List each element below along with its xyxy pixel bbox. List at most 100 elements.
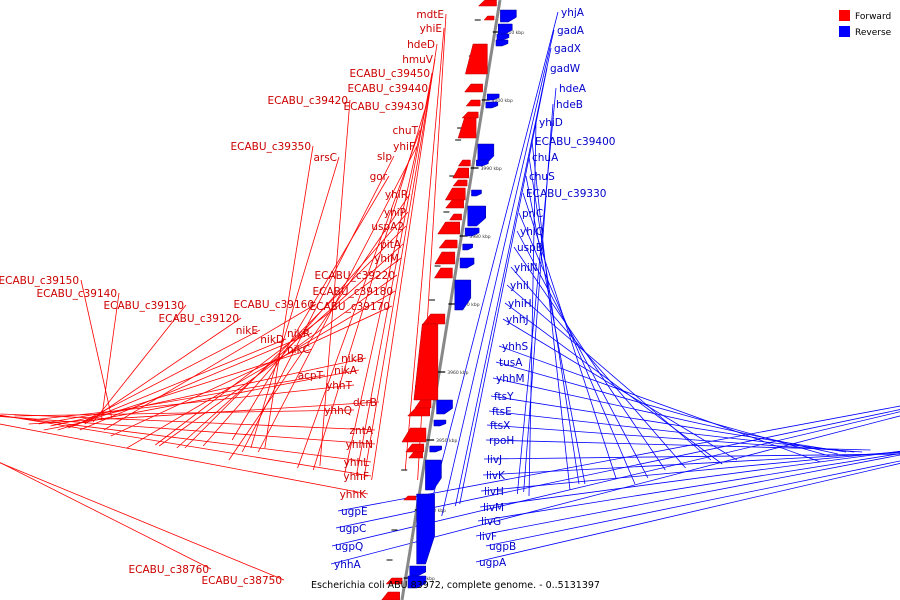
forward-gene-label-ecabu-c39430[interactable]: ECABU_c39430 xyxy=(344,101,424,113)
reverse-feature[interactable] xyxy=(462,243,473,251)
legend-forward-swatch[interactable] xyxy=(839,10,850,21)
forward-feature[interactable] xyxy=(405,443,425,453)
forward-gene-label-znta[interactable]: zntA xyxy=(350,425,374,437)
forward-gene-label-yhhf[interactable]: yhhF xyxy=(343,471,369,483)
forward-gene-label-yhhl[interactable]: yhhL xyxy=(344,457,370,469)
forward-feature[interactable] xyxy=(461,111,479,119)
forward-feature[interactable] xyxy=(465,43,488,75)
reverse-gene-label-chus[interactable]: chuS xyxy=(529,171,555,183)
reverse-gene-label-tusa[interactable]: tusA xyxy=(499,357,523,369)
reverse-gene-label-ecabu-c39330[interactable]: ECABU_c39330 xyxy=(526,188,606,200)
forward-gene-label-chut[interactable]: chuT xyxy=(393,125,419,137)
reverse-feature[interactable] xyxy=(416,493,435,565)
reverse-gene-label-ugpa[interactable]: ugpA xyxy=(479,557,507,569)
reverse-gene-label-yhii[interactable]: yhiI xyxy=(510,280,529,292)
reverse-feature[interactable] xyxy=(495,39,509,47)
forward-gene-label-ecabu-c39150[interactable]: ECABU_c39150 xyxy=(0,275,79,287)
reverse-gene-label-ecabu-c39400[interactable]: ECABU_c39400 xyxy=(535,136,615,148)
forward-gene-label-ecabu-c39130[interactable]: ECABU_c39130 xyxy=(104,300,184,312)
reverse-feature[interactable] xyxy=(467,205,486,227)
reverse-gene-label-hdea[interactable]: hdeA xyxy=(559,83,587,95)
reverse-gene-label-yhhj[interactable]: yhhJ xyxy=(506,314,529,326)
forward-gene-label-nikb[interactable]: nikB xyxy=(341,353,364,365)
reverse-gene-label-livm[interactable]: livM xyxy=(483,502,504,514)
reverse-gene-label-livg[interactable]: livG xyxy=(481,516,501,528)
reverse-gene-label-uspb[interactable]: uspB xyxy=(517,242,543,254)
forward-feature[interactable] xyxy=(445,199,464,209)
reverse-gene-label-yhih[interactable]: yhiH xyxy=(508,298,532,310)
forward-gene-label-yhim[interactable]: yhiM xyxy=(374,253,399,265)
reverse-feature[interactable] xyxy=(436,399,453,415)
forward-gene-label-ecabu-c39120[interactable]: ECABU_c39120 xyxy=(159,313,239,325)
forward-gene-label-hmuv[interactable]: hmuV xyxy=(402,54,434,66)
forward-gene-label-ecabu-c39180[interactable]: ECABU_c39180 xyxy=(313,286,393,298)
reverse-feature[interactable] xyxy=(498,23,513,35)
reverse-gene-label-yhha[interactable]: yhhA xyxy=(334,559,362,571)
reverse-feature[interactable] xyxy=(464,227,480,237)
forward-gene-label-gor[interactable]: gor xyxy=(370,171,388,183)
forward-feature[interactable] xyxy=(438,239,458,249)
reverse-gene-label-ftsx[interactable]: ftsX xyxy=(490,420,510,432)
reverse-gene-label-yhhs[interactable]: yhhS xyxy=(502,341,529,353)
forward-gene-label-yhir[interactable]: yhiR xyxy=(385,189,408,201)
forward-gene-label-ecabu-c39450[interactable]: ECABU_c39450 xyxy=(350,68,430,80)
forward-gene-label-nikd[interactable]: nikD xyxy=(260,334,284,346)
reverse-gene-label-gadx[interactable]: gadX xyxy=(554,43,581,55)
reverse-feature[interactable] xyxy=(471,189,482,197)
forward-feature[interactable] xyxy=(477,0,497,7)
reverse-gene-label-ftse[interactable]: ftsE xyxy=(492,406,512,418)
reverse-feature[interactable] xyxy=(500,9,517,23)
forward-feature[interactable] xyxy=(452,167,469,179)
reverse-gene-label-yhhm[interactable]: yhhM xyxy=(496,373,525,385)
reverse-feature[interactable] xyxy=(425,459,442,491)
forward-feature[interactable] xyxy=(464,83,483,93)
reverse-gene-label-gada[interactable]: gadA xyxy=(557,25,585,37)
forward-feature[interactable] xyxy=(449,213,462,221)
forward-feature[interactable] xyxy=(413,323,439,401)
forward-gene-label-arsc[interactable]: arsC xyxy=(313,152,337,164)
reverse-feature[interactable] xyxy=(433,419,447,427)
forward-gene-label-ecabu-c39160[interactable]: ECABU_c39160 xyxy=(234,299,314,311)
forward-gene-label-dcrb[interactable]: dcrB xyxy=(353,397,377,409)
forward-gene-label-yhhn[interactable]: yhhN xyxy=(346,439,373,451)
forward-gene-label-uspa2[interactable]: uspA2 xyxy=(371,221,404,233)
reverse-gene-label-rpoh[interactable]: rpoH xyxy=(489,435,514,447)
forward-gene-label-ecabu-c39170[interactable]: ECABU_c39170 xyxy=(310,301,390,313)
reverse-feature[interactable] xyxy=(407,575,427,589)
reverse-gene-label-yhid[interactable]: yhiD xyxy=(539,117,563,129)
forward-gene-label-yhif[interactable]: yhiF xyxy=(393,141,415,153)
forward-gene-label-nikr[interactable]: nikR xyxy=(287,328,310,340)
forward-gene-label-hded[interactable]: hdeD xyxy=(407,39,435,51)
forward-feature[interactable] xyxy=(465,99,481,107)
reverse-feature[interactable] xyxy=(476,159,489,167)
forward-gene-label-ecabu-c38760[interactable]: ECABU_c38760 xyxy=(129,564,209,576)
forward-gene-label-yhie[interactable]: yhiE xyxy=(420,23,442,35)
forward-feature[interactable] xyxy=(437,221,461,235)
forward-feature[interactable] xyxy=(408,451,423,459)
reverse-feature[interactable] xyxy=(485,101,499,109)
forward-feature[interactable] xyxy=(483,15,495,21)
forward-gene-label-ecabu-c39350[interactable]: ECABU_c39350 xyxy=(231,141,311,153)
reverse-feature[interactable] xyxy=(486,93,500,101)
reverse-gene-label-ftsy[interactable]: ftsY xyxy=(494,391,514,403)
reverse-gene-label-prlc[interactable]: prlC xyxy=(522,208,543,220)
reverse-gene-label-chua[interactable]: chuA xyxy=(532,152,559,164)
forward-gene-label-ecabu-c39220[interactable]: ECABU_c39220 xyxy=(315,270,395,282)
reverse-feature[interactable] xyxy=(459,257,475,269)
forward-gene-label-yhht[interactable]: yhhT xyxy=(326,380,353,392)
reverse-gene-label-yhiq[interactable]: yhiQ xyxy=(520,226,544,238)
reverse-feature[interactable] xyxy=(429,445,442,453)
reverse-gene-label-ugpe[interactable]: ugpE xyxy=(341,506,368,518)
forward-gene-label-mdte[interactable]: mdtE xyxy=(416,9,444,21)
forward-feature[interactable] xyxy=(433,267,453,279)
reverse-gene-label-ugpq[interactable]: ugpQ xyxy=(335,541,363,553)
forward-gene-label-ecabu-c39420[interactable]: ECABU_c39420 xyxy=(268,95,348,107)
forward-feature[interactable] xyxy=(452,179,468,187)
reverse-gene-label-livf[interactable]: livF xyxy=(479,531,497,543)
forward-gene-label-nike[interactable]: nikE xyxy=(236,325,258,337)
forward-gene-label-yhhq[interactable]: yhhQ xyxy=(324,405,352,417)
reverse-gene-label-livj[interactable]: livJ xyxy=(487,454,502,466)
forward-feature[interactable] xyxy=(434,251,456,265)
reverse-feature[interactable] xyxy=(454,279,472,311)
reverse-gene-label-livh[interactable]: livH xyxy=(484,486,504,498)
